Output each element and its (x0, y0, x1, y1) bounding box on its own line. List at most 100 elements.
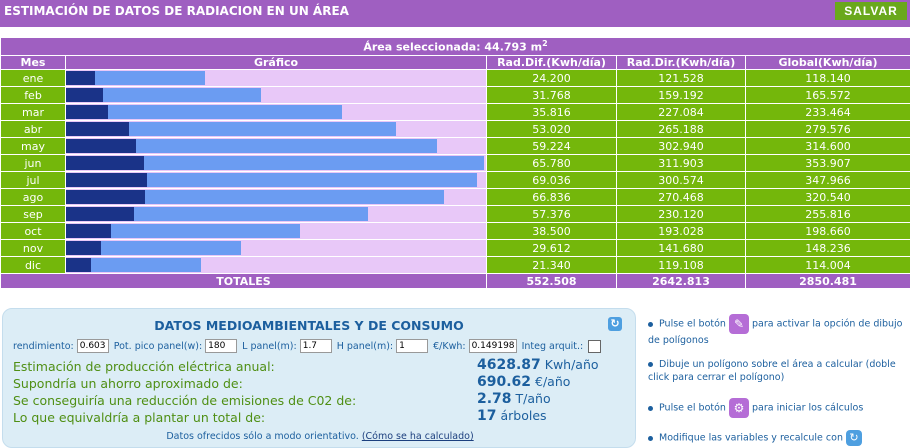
integ-label: Integ arquit.: (521, 340, 584, 352)
totals-label: TOTALES (0, 273, 487, 289)
bar-dif-ene (66, 71, 95, 85)
h-panel-label: H panel(m): (336, 340, 394, 352)
global-cell: 118.140 (744, 69, 910, 87)
rad-dir-cell: 119.108 (616, 256, 746, 274)
month-cell: sep (0, 205, 66, 223)
result-produccion-label: Estimación de producción eléctrica anual… (13, 359, 275, 374)
pot-input[interactable] (205, 339, 238, 353)
graph-cell (65, 171, 487, 189)
bullet-icon (648, 435, 653, 441)
footnote-text: Datos ofrecidos sólo a modo orientativo. (166, 431, 359, 442)
result-ahorro-value: 690.62 €/año (477, 374, 571, 390)
table-row: feb 31.768 159.192 165.572 (0, 86, 910, 104)
rad-dir-cell: 302.940 (616, 137, 746, 155)
result-ahorro-label: Supondría un ahorro aproximado de: (13, 376, 243, 391)
totals-dif: 552.508 (486, 273, 617, 289)
rad-dif-cell: 69.036 (486, 171, 617, 189)
bar-dif-jun (66, 156, 144, 170)
graph-cell (65, 137, 487, 155)
gear-icon[interactable]: ⚙ (728, 398, 749, 418)
month-cell: ene (0, 69, 66, 87)
bullet-icon (648, 321, 653, 327)
table-row: oct 38.500 193.028 198.660 (0, 222, 910, 240)
rad-dir-cell: 141.680 (616, 239, 746, 257)
table-row: jun 65.780 311.903 353.907 (0, 154, 910, 172)
h-panel-input[interactable] (396, 339, 429, 353)
l-panel-input[interactable] (299, 339, 332, 353)
table-row: dic 21.340 119.108 114.004 (0, 256, 910, 274)
month-cell: mar (0, 103, 66, 121)
rad-dif-cell: 65.780 (486, 154, 617, 172)
bar-dif-dic (66, 258, 91, 272)
global-cell: 279.576 (744, 120, 910, 138)
bar-global-feb (66, 88, 261, 102)
result-co2-label: Se conseguiría una reducción de emisione… (13, 393, 357, 408)
bullet-icon (648, 405, 653, 411)
bar-dif-ago (66, 190, 145, 204)
table-row: nov 29.612 141.680 148.236 (0, 239, 910, 257)
rendimiento-label: rendimiento: (13, 340, 74, 352)
rad-dir-cell: 193.028 (616, 222, 746, 240)
global-cell: 148.236 (744, 239, 910, 257)
col-global: Global(Kwh/día) (744, 55, 910, 70)
rad-dir-cell: 227.084 (616, 103, 746, 121)
kwh-input[interactable] (468, 339, 517, 353)
graph-cell (65, 120, 487, 138)
bar-global-jul (66, 173, 477, 187)
top-bar: ESTIMACIÓN DE DATOS DE RADIACION EN UN Á… (0, 0, 910, 27)
rad-dir-cell: 265.188 (616, 120, 746, 138)
table-header: Mes Gráfico Rad.Dif.(Kwh/día) Rad.Dir.(K… (0, 55, 910, 70)
calculation-link[interactable]: (Cómo se ha calculado) (361, 431, 474, 442)
recalc-icon[interactable]: ↻ (846, 430, 863, 446)
env-panel: DATOS MEDIOAMBIENTALES Y DE CONSUMO ↻ re… (2, 308, 636, 448)
totals-dir: 2642.813 (616, 273, 746, 289)
month-cell: may (0, 137, 66, 155)
radiation-table: Área seleccionada: 44.793 m2 Mes Gráfico… (0, 37, 910, 289)
refresh-icon[interactable]: ↻ (608, 317, 622, 331)
area-label: Área seleccionada: 44.793 m2 (0, 37, 910, 56)
totals-global: 2850.481 (744, 273, 910, 289)
rad-dif-cell: 21.340 (486, 256, 617, 274)
bar-global-oct (66, 224, 300, 238)
bar-global-nov (66, 241, 241, 255)
rad-dir-cell: 159.192 (616, 86, 746, 104)
save-button[interactable]: SALVAR (835, 2, 907, 20)
kwh-label: €/Kwh: (433, 340, 466, 352)
bar-global-dic (66, 258, 201, 272)
month-cell: jun (0, 154, 66, 172)
help-item-2: Dibuje un polígono sobre el área a calcu… (648, 359, 896, 383)
totals-row: TOTALES 552.508 2642.813 2850.481 (0, 273, 910, 289)
rad-dif-cell: 38.500 (486, 222, 617, 240)
rad-dif-cell: 53.020 (486, 120, 617, 138)
graph-cell (65, 222, 487, 240)
bar-global-ago (66, 190, 444, 204)
rad-dif-cell: 35.816 (486, 103, 617, 121)
rendimiento-input[interactable] (76, 339, 109, 353)
table-row: may 59.224 302.940 314.600 (0, 137, 910, 155)
rad-dir-cell: 270.468 (616, 188, 746, 206)
integ-checkbox[interactable] (588, 339, 602, 353)
table-row: ene 24.200 121.528 118.140 (0, 69, 910, 87)
bar-global-jun (66, 156, 484, 170)
month-cell: ago (0, 188, 66, 206)
table-row: abr 53.020 265.188 279.576 (0, 120, 910, 138)
graph-cell (65, 103, 487, 121)
rad-dir-cell: 230.120 (616, 205, 746, 223)
pencil-icon[interactable]: ✎ (728, 314, 749, 334)
global-cell: 233.464 (744, 103, 910, 121)
bar-global-sep (66, 207, 368, 221)
graph-cell (65, 256, 487, 274)
result-arboles-value: 17 árboles (477, 408, 547, 424)
graph-cell (65, 239, 487, 257)
area-row: Área seleccionada: 44.793 m2 (0, 37, 910, 56)
graph-cell (65, 86, 487, 104)
bar-dif-jul (66, 173, 147, 187)
table-row: jul 69.036 300.574 347.966 (0, 171, 910, 189)
month-cell: nov (0, 239, 66, 257)
graph-cell (65, 188, 487, 206)
pot-label: Pot. pico panel(w): (113, 340, 203, 352)
global-cell: 314.600 (744, 137, 910, 155)
col-grafico: Gráfico (65, 55, 487, 70)
rad-dif-cell: 57.376 (486, 205, 617, 223)
global-cell: 320.540 (744, 188, 910, 206)
